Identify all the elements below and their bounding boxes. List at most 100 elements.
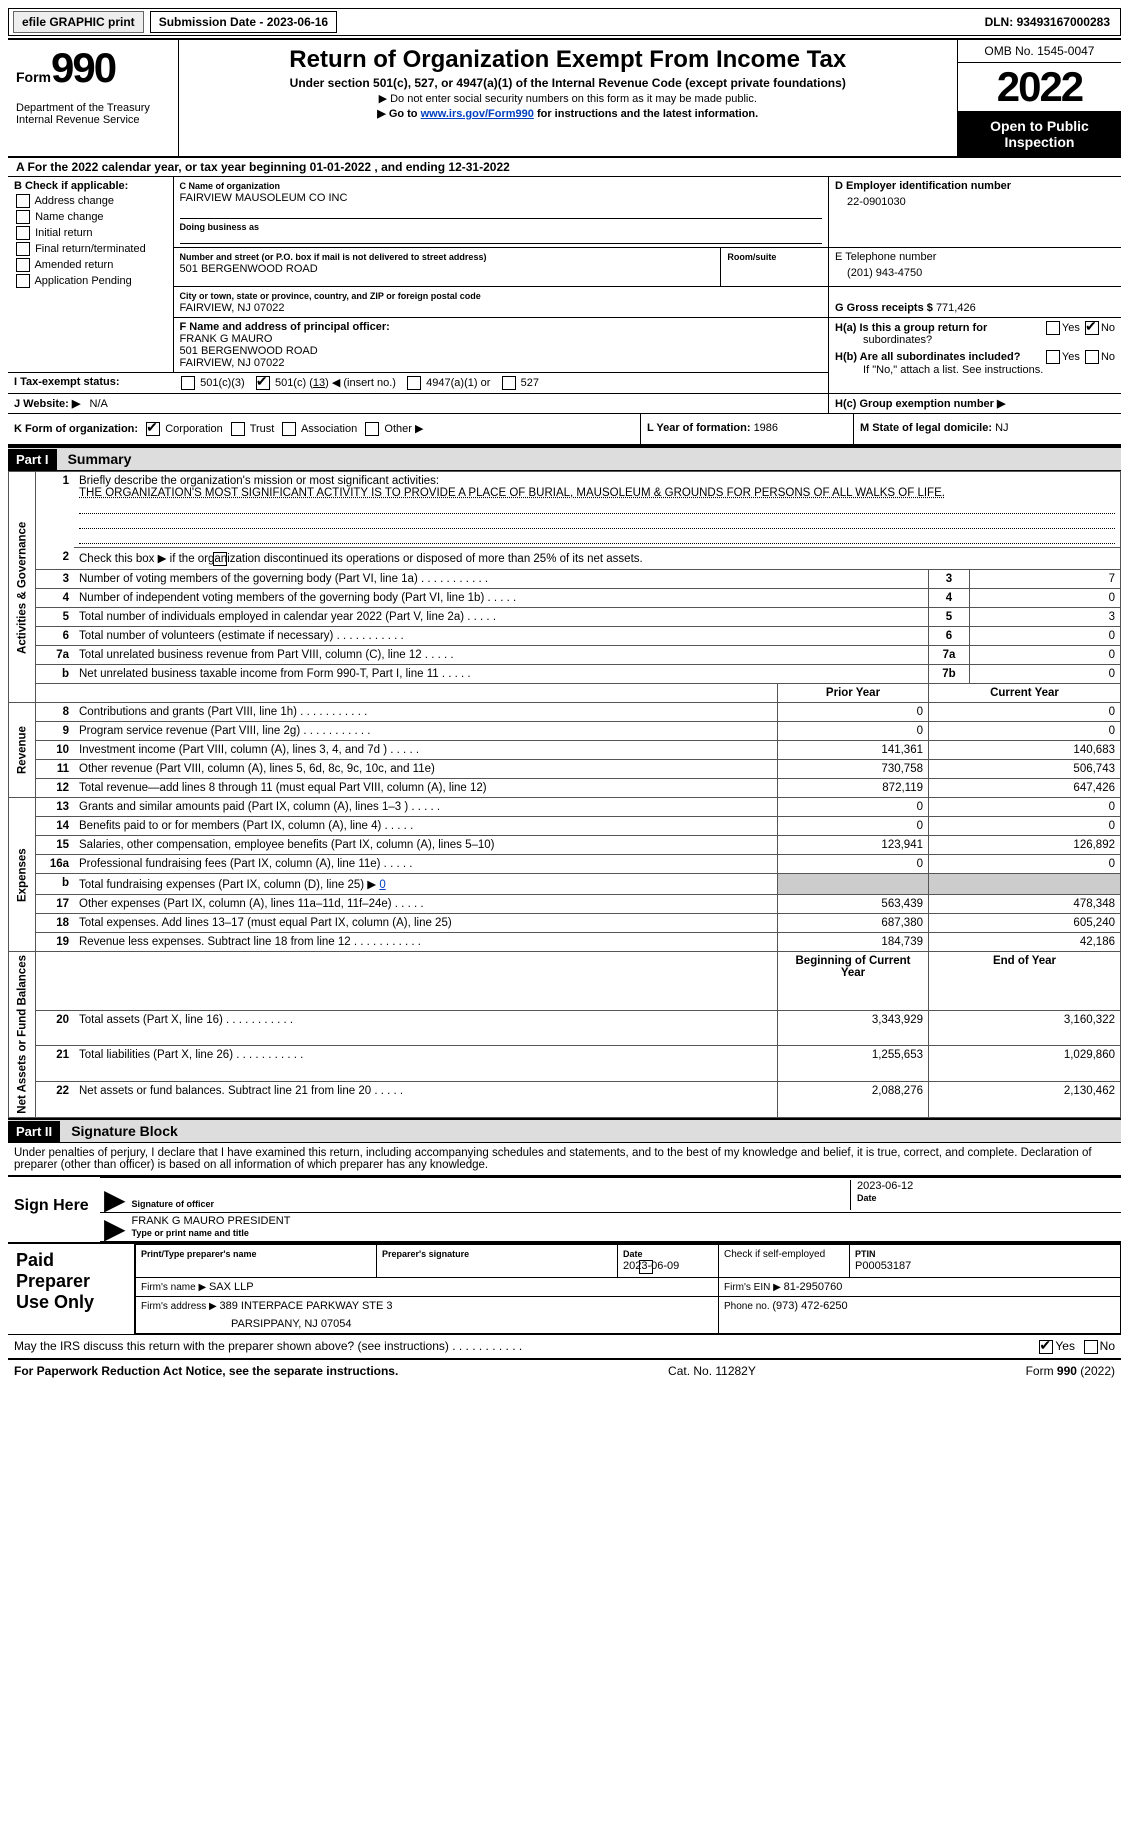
submission-date-label: Submission Date -: [159, 15, 267, 29]
cb-group-no[interactable]: [1085, 321, 1099, 335]
shaded-cell-2: [929, 874, 1121, 895]
cb-discuss-yes[interactable]: [1039, 1340, 1053, 1354]
part1-header-row: Part I Summary: [8, 446, 1121, 471]
col-begin-year: Beginning of Current Year: [778, 952, 929, 1010]
city-label: City or town, state or province, country…: [180, 291, 481, 301]
cb-discontinued[interactable]: [213, 552, 227, 566]
a-begin-date: 01-01-2022: [310, 160, 371, 174]
l15: Salaries, other compensation, employee b…: [79, 839, 494, 851]
dba-label: Doing business as: [180, 222, 260, 232]
officer-addr2: FAIRVIEW, NJ 07022: [180, 357, 285, 369]
mission-line2: [79, 499, 1115, 514]
footer-right: Form 990 (2022): [1026, 1364, 1115, 1378]
form-subtitle: Under section 501(c), 527, or 4947(a)(1)…: [187, 76, 949, 90]
cb-trust[interactable]: [231, 422, 245, 436]
k-label: K Form of organization:: [14, 423, 138, 435]
cb-address-change[interactable]: [16, 194, 30, 208]
a-text-b: , and ending: [374, 160, 448, 174]
col-end-year: End of Year: [929, 952, 1121, 1010]
website-value: N/A: [90, 398, 108, 410]
form-note-link: ▶ Go to www.irs.gov/Form990 for instruct…: [189, 107, 947, 120]
officer-name: FRANK G MAURO: [180, 333, 273, 345]
part2-header: Part II: [8, 1121, 60, 1142]
form-header: Form990 Department of the Treasury Inter…: [8, 38, 1121, 158]
open-to-public-1: Open to Public: [990, 118, 1089, 134]
m-label: M State of legal domicile:: [860, 422, 995, 434]
cb-other[interactable]: [365, 422, 379, 436]
v-l21c: 1,029,860: [929, 1046, 1121, 1082]
g-label: G Gross receipts $: [835, 302, 936, 314]
v-l7a: 0: [970, 646, 1121, 665]
part2-header-row: Part II Signature Block: [8, 1118, 1121, 1143]
v-l3: 7: [970, 570, 1121, 589]
ptin-label: PTIN: [855, 1249, 876, 1259]
f-label: F Name and address of principal officer:: [180, 321, 390, 333]
cb-4947[interactable]: [407, 376, 421, 390]
city-value: FAIRVIEW, NJ 07022: [180, 302, 285, 314]
firm-name: SAX LLP: [209, 1281, 254, 1293]
sign-section: Sign Here ▶ Signature of officer 2023-06…: [8, 1175, 1121, 1242]
cb-name-change[interactable]: [16, 210, 30, 224]
cb-self-employed[interactable]: [639, 1260, 653, 1274]
firm-addr1: 389 INTERPACE PARKWAY STE 3: [220, 1300, 393, 1312]
i-o2n: 13: [313, 377, 325, 389]
prep-sig-label: Preparer's signature: [382, 1249, 469, 1259]
vlabel-net-assets: Net Assets or Fund Balances: [9, 952, 36, 1118]
form-title: Return of Organization Exempt From Incom…: [187, 46, 949, 74]
cb-amended-return[interactable]: [16, 258, 30, 272]
cb-501c3[interactable]: [181, 376, 195, 390]
cb-final-return[interactable]: [16, 242, 30, 256]
cb-discuss-no[interactable]: [1084, 1340, 1098, 1354]
gross-receipts: 771,426: [936, 302, 976, 314]
cb-527[interactable]: [502, 376, 516, 390]
cb-association[interactable]: [282, 422, 296, 436]
b-c2: Name change: [35, 211, 104, 223]
l17: Other expenses (Part IX, column (A), lin…: [79, 898, 392, 910]
d-label: D Employer identification number: [835, 180, 1011, 192]
cb-sub-yes[interactable]: [1046, 350, 1060, 364]
firm-phone-label: Phone no.: [724, 1301, 772, 1312]
prep-date-label: Date: [623, 1249, 643, 1259]
irs-link[interactable]: www.irs.gov/Form990: [421, 108, 534, 120]
v-l18p: 687,380: [778, 914, 929, 933]
firm-name-label: Firm's name ▶: [141, 1282, 209, 1293]
l4: Number of independent voting members of …: [79, 592, 484, 604]
l16b-val[interactable]: 0: [379, 879, 385, 891]
typed-name-label: Type or print name and title: [132, 1228, 249, 1238]
b-label: B Check if applicable:: [14, 180, 167, 192]
suite-label: Room/suite: [727, 252, 776, 262]
l5: Total number of individuals employed in …: [79, 611, 464, 623]
l13: Grants and similar amounts paid (Part IX…: [79, 801, 408, 813]
goto-suffix: for instructions and the latest informat…: [534, 108, 758, 120]
l6: Total number of volunteers (estimate if …: [79, 630, 333, 642]
cb-corporation[interactable]: [146, 422, 160, 436]
cb-group-yes[interactable]: [1046, 321, 1060, 335]
cb-501c[interactable]: [256, 376, 270, 390]
v-l14p: 0: [778, 817, 929, 836]
v-l12p: 872,119: [778, 779, 929, 798]
addr-value: 501 BERGENWOOD ROAD: [180, 263, 318, 275]
l1-mission: THE ORGANIZATION'S MOST SIGNIFICANT ACTI…: [79, 487, 945, 499]
a-text-a: A For the 2022 calendar year, or tax yea…: [16, 160, 310, 174]
cb-initial-return[interactable]: [16, 226, 30, 240]
b-c3: Initial return: [35, 227, 92, 239]
v-l20c: 3,160,322: [929, 1010, 1121, 1046]
l18: Total expenses. Add lines 13–17 (must eq…: [79, 917, 452, 929]
footer: For Paperwork Reduction Act Notice, see …: [8, 1358, 1121, 1382]
firm-ein-label: Firm's EIN ▶: [724, 1282, 784, 1293]
firm-addr2: PARSIPPANY, NJ 07054: [141, 1312, 713, 1330]
cb-sub-no[interactable]: [1085, 350, 1099, 364]
efile-print-button[interactable]: efile GRAPHIC print: [13, 11, 144, 33]
v-l7b: 0: [970, 665, 1121, 684]
l22: Net assets or fund balances. Subtract li…: [79, 1085, 371, 1097]
v-l16ap: 0: [778, 855, 929, 874]
v-l19c: 42,186: [929, 933, 1121, 952]
a-end-date: 12-31-2022: [448, 160, 509, 174]
sig-arrow-icon-2: ▶: [104, 1219, 132, 1239]
v-l13p: 0: [778, 798, 929, 817]
tax-year: 2022: [958, 63, 1121, 112]
v-l20p: 3,343,929: [778, 1010, 929, 1046]
cb-application-pending[interactable]: [16, 274, 30, 288]
vlabel-activities: Activities & Governance: [9, 472, 36, 703]
discuss-no: No: [1100, 1339, 1115, 1353]
